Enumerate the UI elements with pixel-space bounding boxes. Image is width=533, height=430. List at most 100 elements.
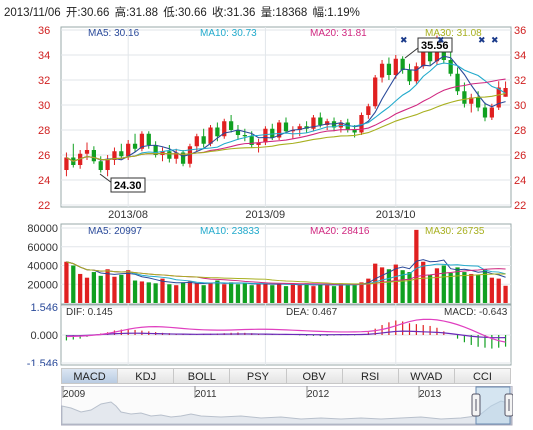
quote-low: 低:30.66 (163, 7, 207, 19)
grid-lines (61, 27, 511, 365)
volume-bar (283, 286, 289, 303)
tab-psy[interactable]: PSY (230, 368, 287, 384)
macd-dif-label: DIF: 0.145 (66, 307, 113, 318)
candle-body (503, 88, 508, 97)
macd-tick: 0.000 (30, 330, 58, 342)
volume-bar (146, 282, 151, 303)
candle-body (146, 133, 151, 145)
candle-body (421, 50, 426, 67)
volume-tick: 60000 (27, 242, 58, 254)
event-marker-icon[interactable]: ✖ (491, 35, 499, 45)
navigator-year-2012: 2012 (307, 389, 330, 400)
volume-bar (84, 277, 90, 303)
candle-body (455, 73, 460, 92)
candle-body (379, 63, 385, 78)
candle-body (98, 161, 103, 170)
volume-bar (352, 285, 357, 303)
tab-obv[interactable]: OBV (286, 368, 343, 384)
candle-body (263, 128, 268, 143)
volume-bar (448, 273, 453, 303)
candle-body (400, 58, 405, 70)
price-tick-left: 34 (38, 50, 50, 62)
candle-body (249, 136, 254, 145)
volume-bar (475, 274, 481, 303)
volume-bar (311, 286, 316, 303)
volume-bars (64, 229, 508, 303)
volume-bar (242, 283, 247, 303)
volume-bar (359, 282, 364, 303)
macd-dea-label: DEA: 0.467 (286, 307, 338, 318)
tab-wvad[interactable]: WVAD (398, 368, 455, 384)
event-markers[interactable]: ✖ ✖ ✖ ✖ (400, 35, 499, 45)
volume-ma5-label: MA5: 20997 (88, 226, 142, 237)
macd-lines (66, 318, 506, 343)
candle-body (283, 122, 289, 132)
event-marker-icon[interactable]: ✖ (400, 35, 408, 45)
candle-body (475, 97, 481, 108)
price-tick-left: 32 (38, 75, 50, 87)
event-marker-icon[interactable]: ✖ (478, 35, 486, 45)
macd-value-label: MACD: -0.643 (444, 307, 508, 318)
quote-volume: 量:18368 (260, 7, 308, 19)
stock-chart[interactable]: 36 36 34 34 32 32 30 30 28 28 26 26 24 24 22 22 2013/08 2… (0, 0, 533, 366)
price-ma30-label: MA30: 31.08 (425, 28, 482, 39)
price-ma10-line (66, 62, 506, 162)
candle-body (352, 130, 357, 133)
candle-body (222, 121, 227, 137)
candle-body (427, 50, 433, 62)
quote-high: 高:31.88 (114, 7, 159, 19)
volume-bar (126, 270, 131, 303)
volume-bar (366, 278, 371, 303)
volume-bar (441, 265, 446, 303)
price-tick-right: 22 (514, 200, 526, 212)
tab-rsi[interactable]: RSI (342, 368, 399, 384)
price-tick-right: 36 (514, 25, 526, 37)
volume-bar (153, 283, 158, 303)
candle-body (366, 106, 371, 115)
volume-bar (78, 273, 83, 303)
candle-body (318, 117, 323, 125)
candle-body (496, 87, 501, 108)
tab-macd[interactable]: MACD (61, 368, 119, 384)
volume-bar (379, 267, 385, 303)
macd-tick: -1.546 (27, 358, 58, 366)
candle-body (489, 107, 494, 118)
volume-bar (469, 273, 474, 303)
date-label: 2013/08 (108, 209, 148, 221)
volume-bar (201, 285, 206, 303)
volume-bar (222, 284, 227, 303)
candle-body (325, 121, 330, 125)
candle-body (242, 135, 247, 137)
volume-bar (194, 283, 199, 303)
candle-body (153, 145, 158, 155)
tab-cci[interactable]: CCI (454, 368, 511, 384)
navigator-year-2009: 2009 (63, 389, 86, 400)
volume-bar (427, 274, 433, 303)
candle-body (448, 60, 453, 74)
candle-body (469, 97, 474, 104)
price-tick-right: 34 (514, 50, 526, 62)
tab-boll[interactable]: BOLL (174, 368, 231, 384)
volume-bar (455, 267, 460, 303)
event-marker-icon[interactable]: ✖ (437, 35, 445, 45)
candle-body (139, 133, 145, 149)
volume-bar (421, 261, 426, 303)
navigator-year-2013: 2013 (419, 389, 442, 400)
date-label: 2013/10 (376, 209, 416, 221)
volume-bar (318, 284, 323, 303)
candle-body (167, 151, 172, 159)
volume-bar (331, 286, 337, 303)
price-tick-left: 36 (38, 25, 50, 37)
timeline-navigator[interactable]: 2009 2011 2012 2013 (61, 386, 513, 426)
price-tick-left: 30 (38, 100, 50, 112)
volume-bar (167, 284, 172, 303)
volume-bar (434, 268, 440, 303)
tab-kdj[interactable]: KDJ (118, 368, 175, 384)
candle-body (407, 70, 412, 82)
date-label: 2013/09 (245, 209, 285, 221)
volume-bar (256, 284, 261, 303)
candle-body (359, 115, 364, 133)
candle-body (297, 126, 302, 130)
candle-body (194, 136, 199, 147)
volume-bar (304, 283, 309, 303)
